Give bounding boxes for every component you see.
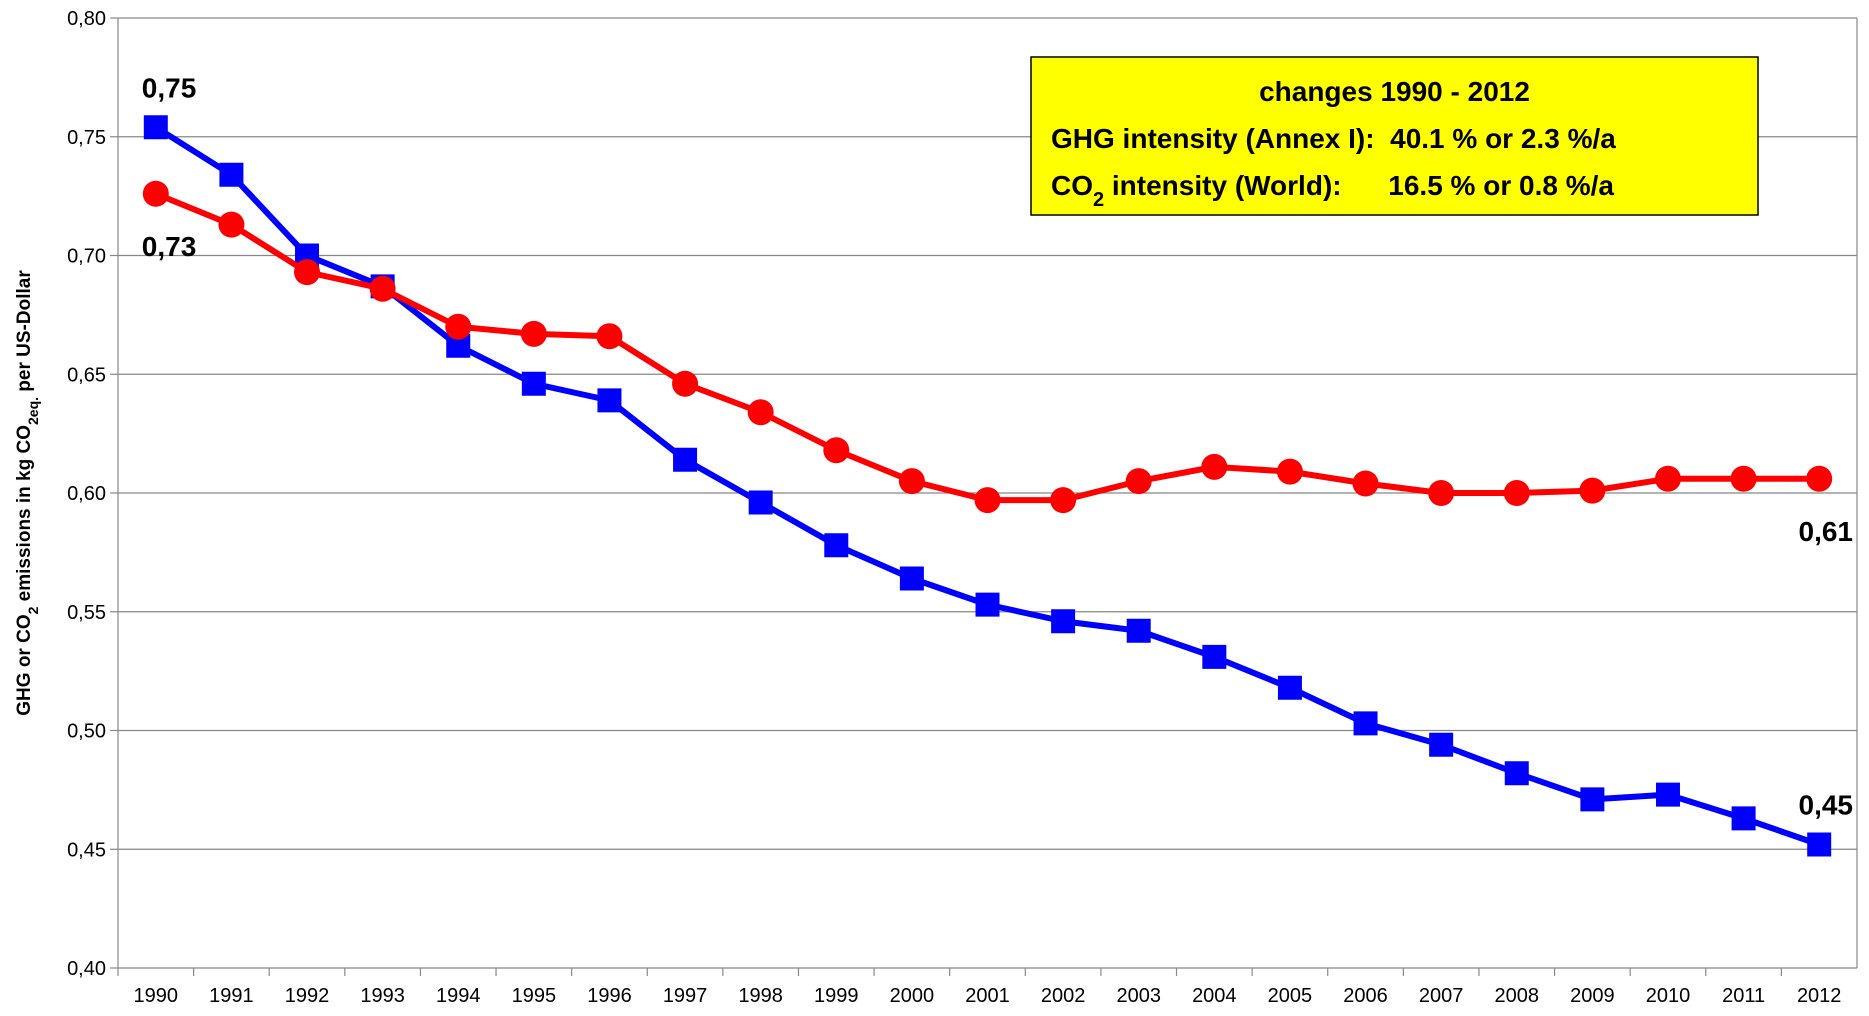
x-tick-label: 1991 (209, 985, 254, 1007)
marker (748, 490, 773, 515)
x-tick-label: 2007 (1419, 985, 1464, 1007)
data-label: 0,61 (1799, 516, 1854, 547)
x-tick-label: 2003 (1116, 985, 1161, 1007)
marker (1429, 732, 1454, 757)
marker (520, 320, 547, 347)
marker (1806, 465, 1833, 492)
y-tick-label: 0,80 (67, 8, 106, 30)
marker (1125, 468, 1152, 495)
annotation-part: changes 1990 - 2012 (1259, 76, 1530, 107)
marker (1352, 470, 1379, 497)
marker (1202, 644, 1227, 669)
x-tick-label: 1992 (285, 985, 330, 1007)
marker (142, 180, 169, 207)
data-label: 0,45 (1799, 790, 1854, 821)
y-tick-label: 0,45 (67, 839, 106, 861)
marker (673, 447, 698, 472)
annotation-line: GHG intensity (Annex I): 40.1 % or 2.3 %… (1051, 123, 1616, 154)
marker (898, 468, 925, 495)
x-tick-label: 2005 (1268, 985, 1313, 1007)
x-tick-label: 2009 (1570, 985, 1615, 1007)
x-tick-label: 2011 (1722, 985, 1765, 1007)
y-tick-label: 0,75 (67, 127, 106, 149)
marker (1655, 782, 1680, 807)
marker (1428, 480, 1455, 506)
marker (1731, 806, 1756, 831)
marker (1730, 465, 1757, 492)
y-axis-label-part: 2eq. (25, 397, 41, 425)
marker (1504, 761, 1529, 786)
y-axis-label-part: emissions in kg CO (14, 425, 35, 607)
x-tick-label: 2012 (1797, 985, 1842, 1007)
y-tick-label: 0,65 (67, 364, 106, 386)
y-tick-label: 0,55 (67, 602, 106, 624)
marker (1580, 787, 1605, 812)
marker (369, 275, 396, 302)
marker (597, 388, 622, 413)
annotation-part: CO (1051, 170, 1093, 201)
marker (294, 259, 321, 286)
y-tick-label: 0,40 (67, 958, 106, 980)
marker (445, 313, 472, 340)
data-label: 0,75 (142, 72, 197, 103)
marker (219, 162, 244, 187)
annotation-part: 2 (1093, 189, 1104, 211)
marker (143, 115, 168, 140)
x-tick-label: 2010 (1646, 985, 1691, 1007)
y-tick-label: 0,70 (67, 246, 106, 268)
marker (596, 323, 623, 350)
marker (974, 487, 1001, 514)
x-tick-label: 1993 (360, 985, 405, 1007)
x-tick-label: 1995 (512, 985, 557, 1007)
x-tick-label: 2000 (890, 985, 935, 1007)
x-tick-label: 1990 (134, 985, 179, 1007)
marker (975, 592, 1000, 617)
marker (1126, 618, 1151, 643)
marker (1579, 477, 1606, 504)
y-axis-label: GHG or CO2 emissions in kg CO2eq. per US… (14, 270, 41, 716)
marker (823, 437, 850, 464)
x-tick-label: 2006 (1343, 985, 1388, 1007)
marker (824, 533, 849, 558)
marker (1277, 675, 1302, 700)
annotation-part: GHG intensity (Annex I): 40.1 % or 2.3 %… (1051, 123, 1616, 154)
marker (672, 370, 699, 397)
marker (1276, 458, 1303, 485)
y-tick-label: 0,60 (67, 483, 106, 505)
annotation-line: changes 1990 - 2012 (1259, 76, 1530, 107)
marker (1201, 453, 1228, 480)
series-line (154, 190, 1820, 504)
marker (1050, 487, 1077, 514)
series-line (154, 124, 1821, 848)
marker (747, 399, 774, 426)
x-tick-label: 2002 (1041, 985, 1086, 1007)
y-axis-label-part: GHG or CO (14, 614, 35, 715)
annotation-box (1030, 56, 1759, 216)
x-tick-label: 1999 (814, 985, 859, 1007)
marker (899, 566, 924, 591)
marker (1353, 711, 1378, 736)
y-tick-label: 0,50 (67, 721, 106, 743)
x-tick-label: 1994 (436, 985, 481, 1007)
y-axis-label-part: 2 (25, 606, 41, 614)
y-axis-label-part: per US-Dollar (14, 270, 35, 397)
x-tick-label: 2008 (1495, 985, 1540, 1007)
marker (1503, 480, 1530, 506)
x-tick-label: 2004 (1192, 985, 1237, 1007)
x-tick-label: 2001 (965, 985, 1010, 1007)
marker (1051, 609, 1076, 634)
data-label: 0,73 (142, 231, 197, 262)
annotation-line: CO2 intensity (World): 16.5 % or 0.8 %/a (1051, 170, 1614, 211)
x-tick-label: 1997 (663, 985, 708, 1007)
x-tick-label: 1996 (587, 985, 632, 1007)
marker (521, 371, 546, 396)
marker (1807, 832, 1832, 857)
x-tick-label: 1998 (738, 985, 783, 1007)
marker (218, 211, 245, 238)
marker (1654, 465, 1681, 492)
annotation-part: intensity (World): 16.5 % or 0.8 %/a (1104, 170, 1614, 201)
